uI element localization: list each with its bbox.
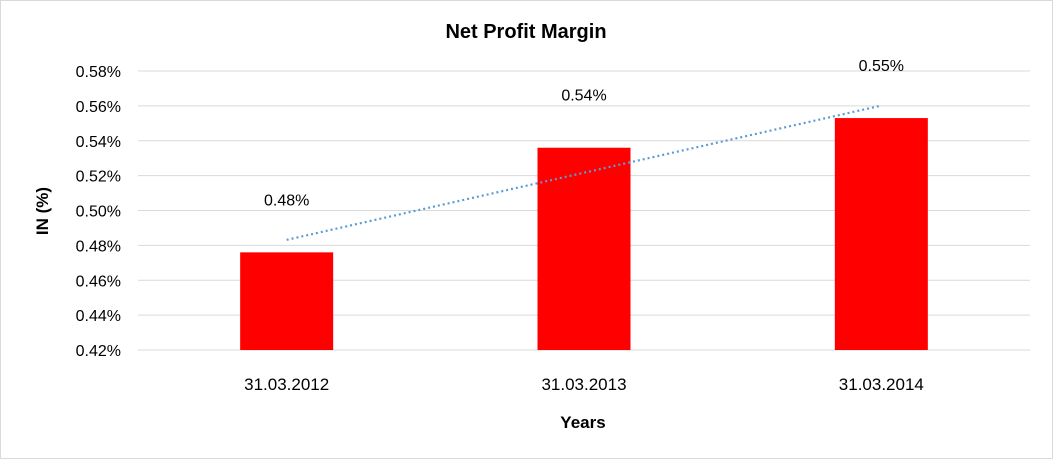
x-category-label: 31.03.2014 xyxy=(839,375,924,394)
y-tick-label: 0.46% xyxy=(76,273,121,290)
chart-title: Net Profit Margin xyxy=(445,21,606,43)
y-tick-label: 0.52% xyxy=(76,169,121,186)
x-axis-categories: 31.03.2012 31.03.2013 31.03.2014 xyxy=(244,375,924,394)
bars xyxy=(240,118,928,350)
y-axis-title: IN (%) xyxy=(33,187,52,235)
data-label: 0.55% xyxy=(859,58,904,75)
bar xyxy=(240,252,334,350)
data-label: 0.48% xyxy=(264,192,309,209)
y-tick-label: 0.48% xyxy=(76,238,121,255)
y-tick-label: 0.56% xyxy=(76,99,121,116)
y-tick-label: 0.58% xyxy=(76,64,121,81)
y-tick-label: 0.50% xyxy=(76,204,121,221)
y-tick-label: 0.42% xyxy=(76,343,121,360)
bar xyxy=(537,147,631,350)
y-tick-label: 0.44% xyxy=(76,308,121,325)
x-category-label: 31.03.2012 xyxy=(244,375,329,394)
trendline xyxy=(286,104,882,241)
y-tick-label: 0.54% xyxy=(76,134,121,151)
x-axis-title: Years xyxy=(560,413,605,432)
data-labels: 0.48% 0.54% 0.55% xyxy=(264,58,904,209)
trendline-group xyxy=(286,104,882,241)
bar xyxy=(834,118,928,350)
x-category-label: 31.03.2013 xyxy=(541,375,626,394)
y-axis-ticks: 0.42% 0.44% 0.46% 0.48% 0.50% 0.52% 0.54% 0.56%… xyxy=(76,64,121,360)
data-label: 0.54% xyxy=(561,88,606,105)
